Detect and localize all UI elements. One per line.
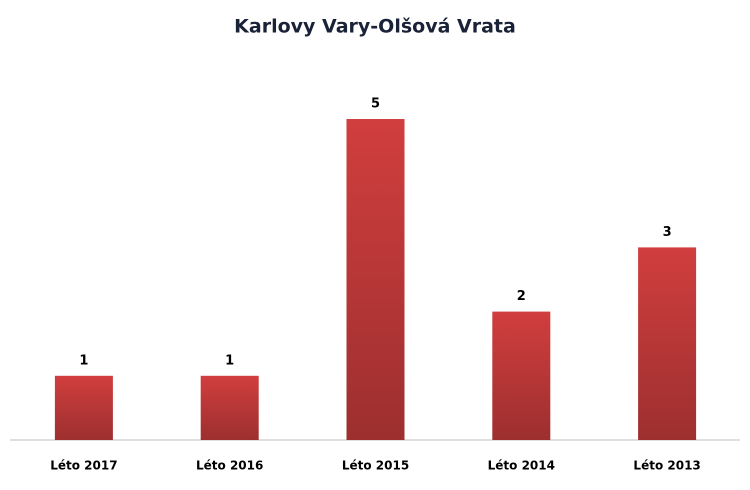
x-tick-label: Léto 2017	[50, 459, 117, 473]
x-tick-label: Léto 2015	[342, 459, 409, 473]
x-tick-label: Léto 2014	[488, 459, 555, 473]
bar	[346, 119, 405, 440]
chart-title: Karlovy Vary-Olšová Vrata	[234, 16, 516, 38]
bar	[638, 247, 697, 440]
data-label: 3	[663, 225, 672, 240]
x-tick-label: Léto 2016	[196, 459, 263, 473]
data-label: 5	[371, 97, 380, 112]
x-tick-label: Léto 2013	[633, 459, 700, 473]
bar	[200, 375, 259, 440]
data-label: 1	[79, 353, 88, 368]
data-label: 1	[225, 353, 234, 368]
bar	[492, 311, 551, 440]
bar	[54, 375, 113, 440]
data-label: 2	[517, 289, 526, 304]
